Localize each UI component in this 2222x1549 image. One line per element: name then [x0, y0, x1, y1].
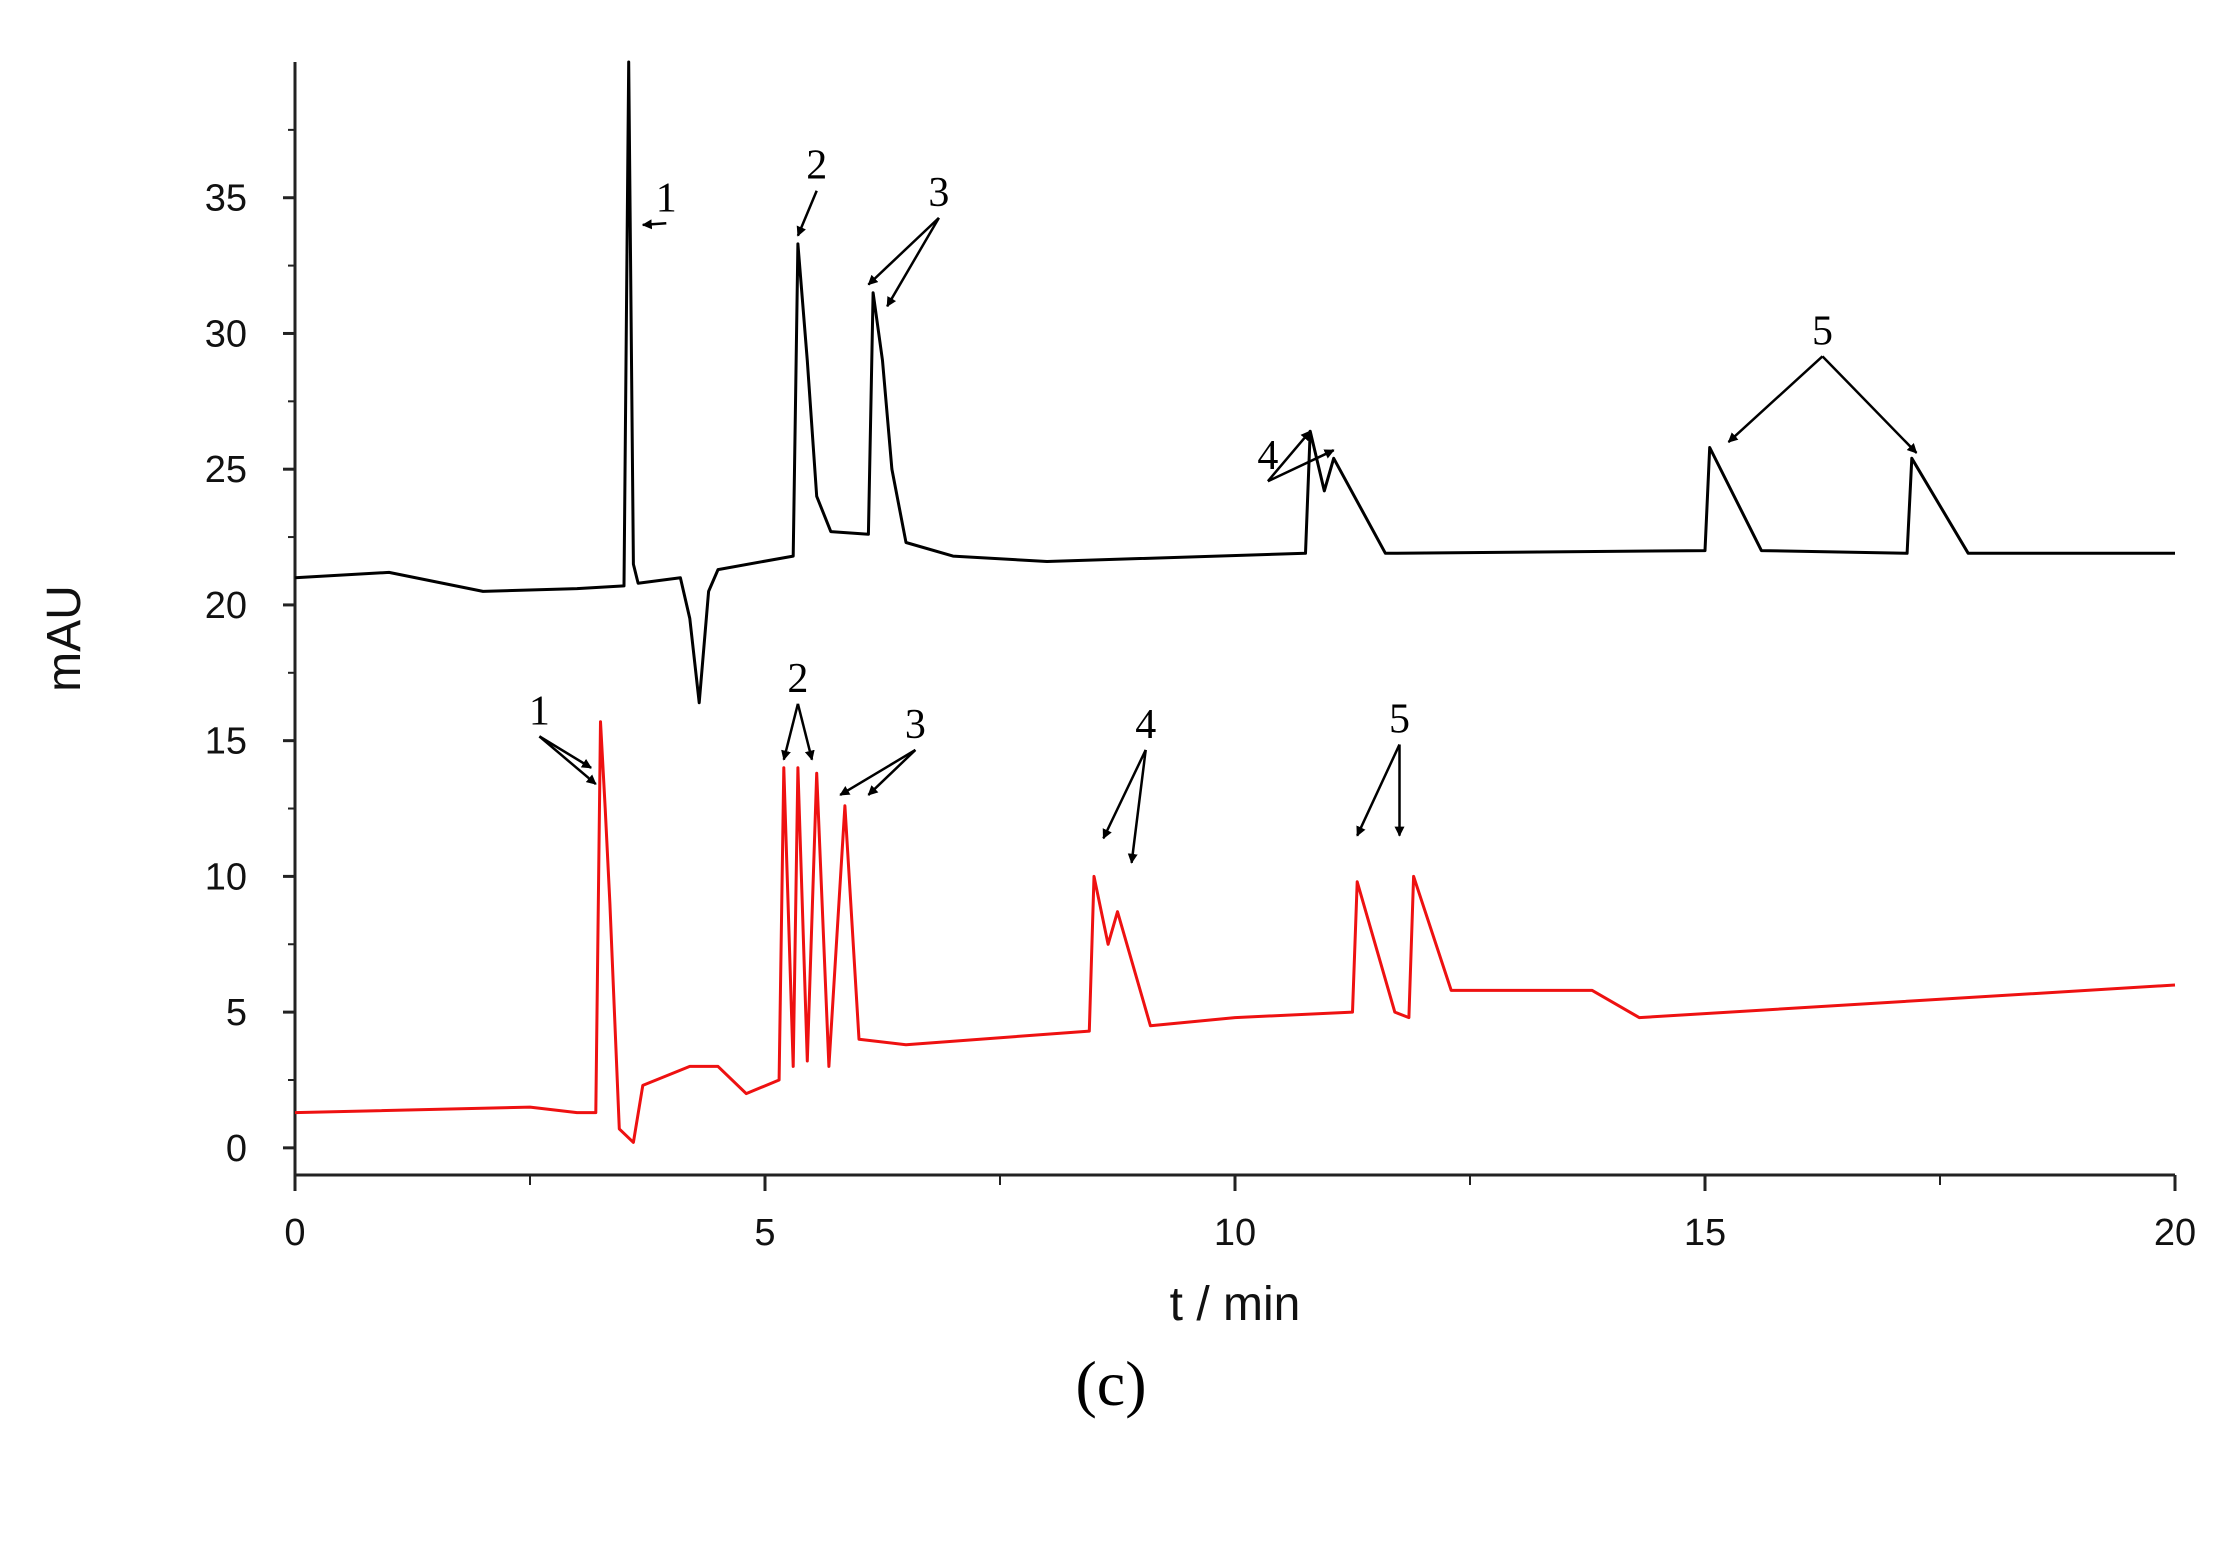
x-tick-label: 20	[2154, 1212, 2196, 1254]
peak-label: 3	[905, 702, 926, 748]
x-tick-label: 10	[1214, 1212, 1256, 1254]
y-tick-label: 5	[226, 992, 247, 1034]
peak-label: 2	[787, 656, 808, 702]
peak-arrow	[1102, 749, 1147, 840]
peak-label: 4	[1135, 702, 1156, 748]
peak-arrow	[641, 219, 667, 230]
peak-label: 1	[656, 175, 677, 221]
peak-label: 3	[928, 170, 949, 216]
peak-arrow	[1356, 743, 1401, 837]
peak-arrow	[1266, 430, 1312, 483]
x-tick-label: 5	[754, 1212, 775, 1254]
figure-caption: (c)	[1075, 1348, 1146, 1419]
peak-arrow	[1821, 355, 1918, 454]
peak-label: 2	[806, 143, 827, 189]
peak-label: 5	[1389, 697, 1410, 743]
series-line-1	[294, 60, 2175, 705]
y-tick-label: 0	[226, 1128, 247, 1170]
peak-arrow	[1727, 355, 1824, 443]
x-tick-label: 0	[284, 1212, 305, 1254]
y-tick-label: 20	[205, 585, 247, 627]
peak-arrow	[1267, 449, 1335, 483]
peak-label: 5	[1812, 308, 1833, 354]
peak-label: 4	[1257, 433, 1278, 479]
y-tick-label: 25	[205, 449, 247, 491]
series-line-2	[294, 720, 2176, 1144]
peak-arrow	[538, 735, 592, 769]
peak-label: 1	[529, 688, 550, 734]
y-tick-label: 15	[205, 721, 247, 763]
peak-arrow	[538, 735, 597, 786]
peak-arrow	[781, 703, 800, 761]
peak-arrow	[839, 748, 917, 797]
y-tick-label: 30	[205, 313, 247, 355]
peak-arrow	[796, 703, 815, 761]
peak-annotations: 1 2 3 4 5 1 2 3 4 5	[529, 143, 1918, 864]
peak-arrow	[886, 217, 940, 308]
y-axis-title: mAU	[38, 585, 91, 692]
x-tick-label: 15	[1684, 1212, 1726, 1254]
y-tick-label: 10	[205, 856, 247, 898]
peak-arrow	[796, 190, 818, 237]
peak-arrow	[867, 749, 917, 796]
series-layer	[294, 60, 2176, 1144]
x-axis-title: t / min	[1170, 1278, 1301, 1331]
peak-arrow	[867, 216, 940, 286]
peak-arrow	[1127, 749, 1147, 864]
y-tick-label: 35	[205, 178, 247, 220]
